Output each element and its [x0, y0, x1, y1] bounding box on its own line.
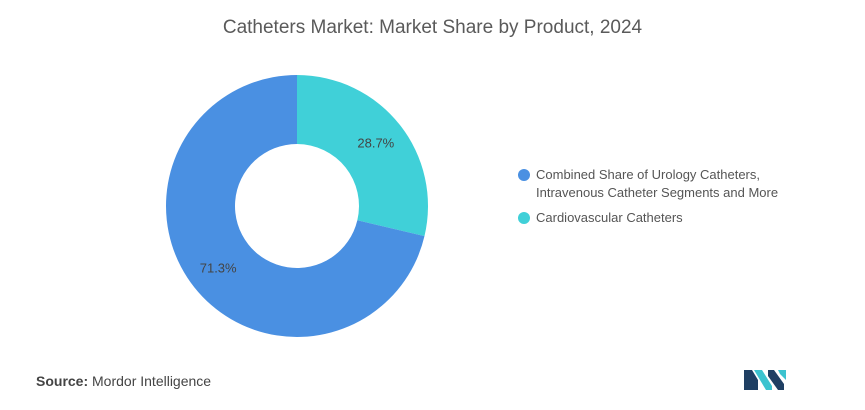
legend-item-cardiovascular: Cardiovascular Catheters	[518, 209, 818, 227]
mordor-logo-icon	[744, 370, 786, 390]
legend-item-combined: Combined Share of Urology Catheters, Int…	[518, 166, 818, 202]
source-note: Source: Mordor Intelligence	[36, 373, 211, 389]
donut-label-0: 28.7%	[357, 136, 394, 151]
legend-label-combined: Combined Share of Urology Catheters, Int…	[536, 167, 779, 200]
chart-title: Catheters Market: Market Share by Produc…	[222, 17, 643, 38]
donut-slice-0	[297, 75, 428, 237]
legend-label-cardiovascular: Cardiovascular Catheters	[536, 210, 683, 225]
donut-label-1: 71.3%	[200, 260, 237, 275]
legend-swatch-cardiovascular	[518, 212, 530, 224]
chart-legend: Combined Share of Urology Catheters, Int…	[518, 166, 818, 234]
legend-swatch-combined	[518, 169, 530, 181]
source-label: Source:	[36, 373, 89, 389]
source-text: Mordor Intelligence	[92, 373, 212, 389]
donut-slice-1	[166, 75, 425, 338]
